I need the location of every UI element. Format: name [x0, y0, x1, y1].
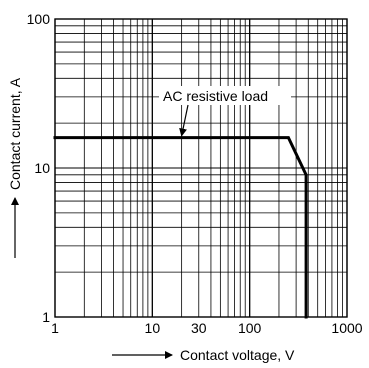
x-tick-label: 1000 [331, 320, 362, 336]
annotation-label-background [159, 86, 291, 105]
y-tick-label: 10 [34, 160, 50, 176]
annotation-label: AC resistive load [163, 88, 268, 104]
tick-labels: 1 10 30 100 1000 1 10 100 [27, 11, 363, 336]
annotation-pointer [179, 104, 189, 137]
series-lines [53, 136, 308, 319]
x-axis-title: Contact voltage, V [180, 347, 295, 363]
plot-frame [54, 18, 348, 318]
grid-lines [54, 18, 348, 318]
x-tick-label: 30 [191, 320, 207, 336]
x-tick-label: 100 [238, 320, 262, 336]
annotation-group: AC resistive load [159, 86, 291, 137]
x-tick-label: 10 [145, 320, 161, 336]
y-axis-title: Contact current, A [7, 77, 23, 190]
x-tick-label: 1 [51, 320, 59, 336]
series-line [53, 136, 308, 319]
y-axis-title-group: Contact current, A [7, 77, 23, 258]
y-tick-label: 1 [42, 309, 50, 325]
x-axis-title-group: Contact voltage, V [112, 347, 295, 363]
y-tick-label: 100 [27, 11, 51, 27]
